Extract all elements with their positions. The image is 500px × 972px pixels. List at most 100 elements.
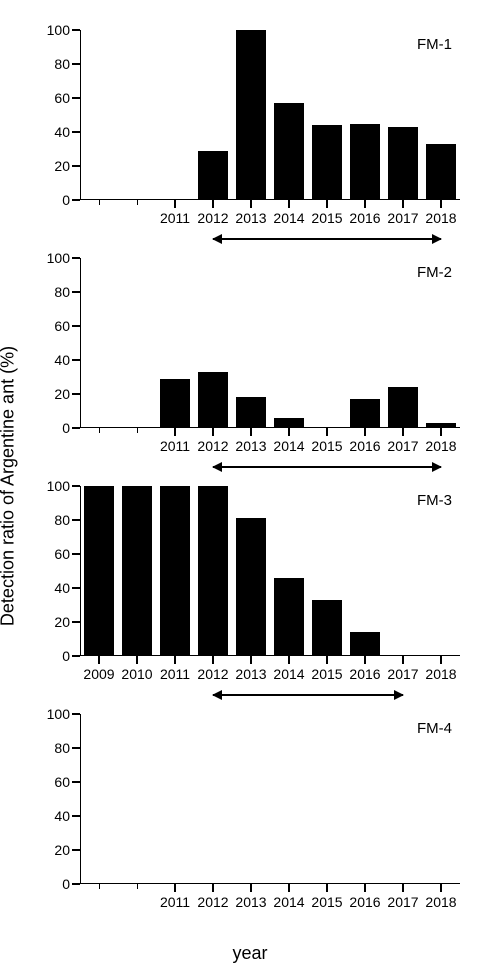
y-tick-label: 40 (54, 352, 80, 368)
x-tick-minor (137, 200, 138, 205)
bar (198, 486, 228, 656)
x-tick-label: 2015 (311, 200, 342, 226)
x-tick-minor (137, 428, 138, 433)
bar (274, 418, 304, 428)
panel-label: FM-1 (417, 36, 452, 53)
x-axis-label: year (0, 943, 500, 964)
x-tick-label: 2014 (273, 884, 304, 910)
x-tick-label: 2015 (311, 428, 342, 454)
x-tick-label: 2017 (387, 884, 418, 910)
x-tick-label: 2018 (425, 884, 456, 910)
x-tick-minor (99, 200, 100, 205)
x-tick-label: 2013 (235, 428, 266, 454)
y-tick-label: 100 (47, 706, 80, 722)
x-tick-label: 2011 (160, 200, 190, 226)
x-tick-minor (137, 884, 138, 889)
x-tick-label: 2012 (197, 884, 228, 910)
bar (426, 144, 456, 200)
x-tick-label: 2011 (160, 428, 190, 454)
x-tick-label: 2017 (387, 200, 418, 226)
x-tick-label: 2013 (235, 200, 266, 226)
x-tick-label: 2018 (425, 656, 456, 682)
x-tick-label: 2018 (425, 428, 456, 454)
x-tick-label: 2015 (311, 884, 342, 910)
y-tick-label: 60 (54, 318, 80, 334)
bar (350, 399, 380, 428)
y-tick-label: 60 (54, 90, 80, 106)
y-tick-label: 80 (54, 56, 80, 72)
panel-fm-3: 0204060801002009201020112012201320142015… (80, 486, 460, 656)
x-tick-label: 2016 (349, 884, 380, 910)
range-arrow (213, 694, 403, 696)
bar (274, 578, 304, 656)
x-tick-minor (99, 428, 100, 433)
range-arrow (213, 238, 441, 240)
bar (236, 397, 266, 428)
y-tick-label: 0 (62, 420, 80, 436)
axes (80, 714, 460, 884)
x-tick-label: 2012 (197, 200, 228, 226)
panel-label: FM-4 (417, 720, 452, 737)
y-tick-label: 60 (54, 546, 80, 562)
y-tick-label: 20 (54, 842, 80, 858)
y-tick-label: 40 (54, 124, 80, 140)
x-tick-label: 2012 (197, 656, 228, 682)
bar (84, 486, 114, 656)
y-tick-label: 80 (54, 284, 80, 300)
bar (350, 124, 380, 201)
x-tick-label: 2016 (349, 200, 380, 226)
y-tick-label: 40 (54, 580, 80, 596)
figure: Detection ratio of Argentine ant (%) yea… (0, 0, 500, 972)
x-tick-label: 2017 (387, 656, 418, 682)
y-tick-label: 20 (54, 614, 80, 630)
y-tick-label: 100 (47, 22, 80, 38)
panel-fm-4: 0204060801002011201220132014201520162017… (80, 714, 460, 884)
x-tick-label: 2018 (425, 200, 456, 226)
x-tick-label: 2011 (160, 656, 190, 682)
y-tick-label: 80 (54, 740, 80, 756)
y-tick-label: 40 (54, 808, 80, 824)
x-tick-label: 2014 (273, 428, 304, 454)
y-tick-label: 0 (62, 192, 80, 208)
y-axis-label: Detection ratio of Argentine ant (%) (0, 346, 19, 626)
x-tick-label: 2011 (160, 884, 190, 910)
bar (122, 486, 152, 656)
panel-fm-2: 0204060801002011201220132014201520162017… (80, 258, 460, 428)
x-tick-label: 2012 (197, 428, 228, 454)
y-tick-label: 0 (62, 876, 80, 892)
bar (236, 30, 266, 200)
y-tick-label: 80 (54, 512, 80, 528)
y-tick-label: 60 (54, 774, 80, 790)
y-tick-label: 0 (62, 648, 80, 664)
x-tick-label: 2016 (349, 656, 380, 682)
x-tick-label: 2015 (311, 656, 342, 682)
x-tick-label: 2017 (387, 428, 418, 454)
x-tick-label: 2014 (273, 200, 304, 226)
bar (388, 127, 418, 200)
bar (198, 372, 228, 428)
bar (312, 600, 342, 656)
x-tick-label: 2016 (349, 428, 380, 454)
x-tick-label: 2014 (273, 656, 304, 682)
panel-label: FM-3 (417, 492, 452, 509)
bar (198, 151, 228, 200)
range-arrow (213, 466, 441, 468)
y-tick-label: 100 (47, 250, 80, 266)
bar (350, 632, 380, 656)
x-tick-minor (99, 884, 100, 889)
bar (274, 103, 304, 200)
bar (160, 486, 190, 656)
bar (426, 423, 456, 428)
panel-label: FM-2 (417, 264, 452, 281)
y-tick-label: 20 (54, 386, 80, 402)
y-tick-label: 20 (54, 158, 80, 174)
bar (160, 379, 190, 428)
x-tick-label: 2010 (121, 656, 152, 682)
bar (236, 518, 266, 656)
x-tick-label: 2009 (83, 656, 114, 682)
bar (312, 125, 342, 200)
bar (388, 387, 418, 428)
x-tick-label: 2013 (235, 884, 266, 910)
y-tick-label: 100 (47, 478, 80, 494)
x-tick-label: 2013 (235, 656, 266, 682)
